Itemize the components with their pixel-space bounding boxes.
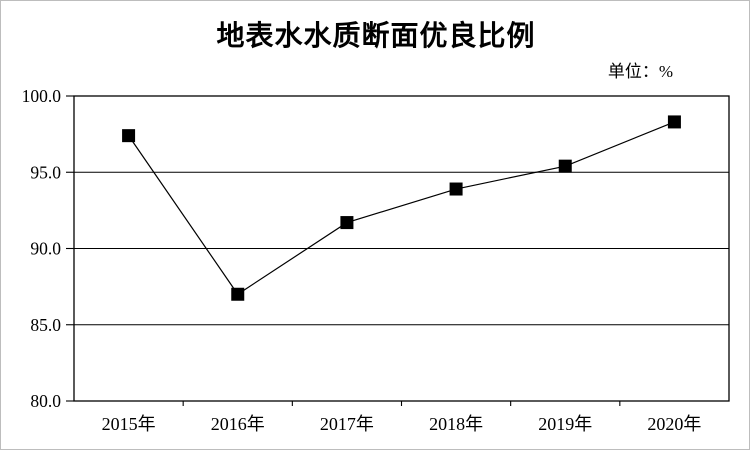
- y-tick-label: 100.0: [22, 86, 62, 106]
- unit-label: 单位：%: [607, 62, 673, 81]
- x-tick-label: 2015年: [102, 414, 156, 434]
- x-tick-label: 2019年: [538, 414, 592, 434]
- y-tick-label: 85.0: [30, 315, 61, 335]
- chart-title: 地表水水质断面优良比例: [216, 21, 536, 52]
- data-point-marker: [231, 287, 245, 301]
- x-tick-label: 2016年: [211, 414, 265, 434]
- data-point-marker: [667, 115, 681, 129]
- y-tick-label: 95.0: [30, 162, 61, 182]
- x-tick-label: 2017年: [320, 414, 374, 434]
- data-point-marker: [558, 159, 572, 173]
- data-line: [128, 121, 675, 296]
- y-tick-label: 80.0: [30, 391, 61, 411]
- y-tick-label: 90.0: [30, 239, 61, 259]
- x-tick-label: 2020年: [647, 414, 701, 434]
- data-point-marker: [340, 216, 354, 230]
- data-point-marker: [122, 129, 136, 143]
- data-point-marker: [449, 182, 463, 196]
- x-tick-label: 2018年: [429, 414, 483, 434]
